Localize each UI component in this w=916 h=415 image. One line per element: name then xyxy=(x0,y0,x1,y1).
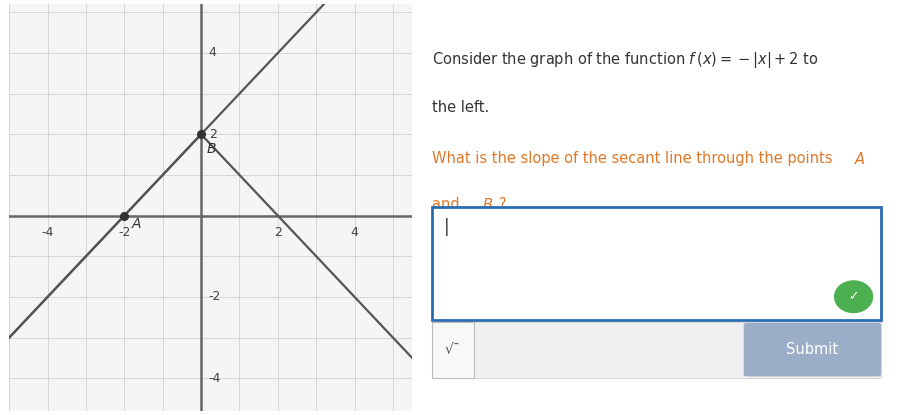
Text: $\mathit{B}$: $\mathit{B}$ xyxy=(482,197,493,213)
Text: B: B xyxy=(207,142,216,156)
Text: ✓: ✓ xyxy=(848,290,859,303)
FancyBboxPatch shape xyxy=(431,208,881,320)
Text: Submit: Submit xyxy=(786,342,838,357)
Text: -2: -2 xyxy=(209,290,221,303)
Text: the left.: the left. xyxy=(431,100,489,115)
FancyBboxPatch shape xyxy=(431,322,474,378)
Text: |: | xyxy=(444,218,450,236)
Text: -2: -2 xyxy=(118,226,130,239)
Text: -4: -4 xyxy=(209,372,221,385)
Text: 4: 4 xyxy=(351,226,358,239)
Text: ?: ? xyxy=(499,197,507,212)
Text: √¯: √¯ xyxy=(445,343,461,356)
Text: 2: 2 xyxy=(274,226,282,239)
Text: -4: -4 xyxy=(41,226,54,239)
Text: and: and xyxy=(431,197,464,212)
Text: 4: 4 xyxy=(209,46,217,59)
Circle shape xyxy=(834,281,873,312)
Text: 2: 2 xyxy=(209,128,217,141)
FancyBboxPatch shape xyxy=(431,322,881,378)
Text: Consider the graph of the function $f\,(x) = -|x| + 2$ to: Consider the graph of the function $f\,(… xyxy=(431,50,819,70)
Text: What is the slope of the secant line through the points: What is the slope of the secant line thr… xyxy=(431,151,837,166)
FancyBboxPatch shape xyxy=(744,323,881,376)
Text: A: A xyxy=(132,217,141,231)
Text: $\mathit{A}$: $\mathit{A}$ xyxy=(854,151,866,168)
